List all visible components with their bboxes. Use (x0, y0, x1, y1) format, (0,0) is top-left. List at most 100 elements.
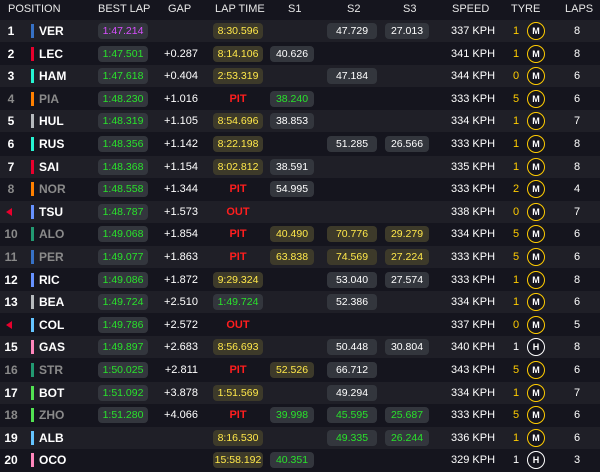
speed-trap: 334 KPH (451, 296, 496, 309)
driver-code: TSU (39, 204, 63, 219)
sector-1-time: 52.526 (270, 362, 314, 378)
laps-count: 6 (573, 409, 581, 422)
gap-value: +1.344 (164, 183, 198, 196)
medium-tyre-icon: M (527, 22, 545, 40)
last-lap-time: 9:29.324 (213, 271, 263, 288)
driver-code: OCO (39, 453, 67, 468)
driver-row[interactable]: 11 PER 1:49.077 +1.863 PIT 63.838 74.569 27.224… (0, 246, 600, 268)
status-label: PIT (229, 92, 247, 105)
medium-tyre-icon: M (527, 157, 545, 176)
best-lap-time: 1:48.319 (98, 113, 148, 130)
driver-row[interactable]: 15 GAS 1:49.897 +2.683 8:56.693 50.448 30.804 3… (0, 336, 600, 359)
laps-count: 6 (573, 92, 581, 105)
driver-row[interactable]: 12 RIC 1:49.086 +1.872 9:29.324 53.040 27.574 3… (0, 268, 600, 291)
speed-trap: 343 KPH (451, 364, 496, 376)
header-gap: GAP (168, 3, 192, 15)
laps-count: 6 (573, 70, 581, 83)
gap-value: +1.154 (164, 160, 198, 173)
position-number: 10 (4, 227, 18, 242)
driver-code: COL (39, 317, 65, 332)
driver-row[interactable]: 4 PIA 1:48.230 +1.016 PIT 38.240 333 KPH 5 M 6 (0, 87, 600, 110)
best-lap-time: 1:47.501 (98, 45, 148, 62)
driver-row[interactable]: 1 VER 1:47.214 8:30.596 47.729 27.013 337 KPH 1… (0, 20, 600, 42)
speed-trap: 340 KPH (451, 341, 496, 354)
sector-2-time: 51.285 (327, 136, 377, 152)
position-number: 12 (4, 272, 18, 287)
sector-2-time: 70.776 (327, 226, 377, 243)
position-number: 20 (4, 453, 18, 468)
driver-row[interactable]: 17 BOT 1:51.092 +3.878 1:51.569 49.294 334 KPH… (0, 381, 600, 404)
best-lap-time: 1:47.214 (98, 23, 148, 39)
driver-code: NOR (39, 182, 66, 197)
gap-value: +1.105 (164, 115, 198, 128)
sector-1-time: 38.853 (270, 113, 314, 130)
best-lap-time: 1:51.280 (98, 407, 148, 424)
tyre-age: 5 (512, 409, 520, 422)
driver-row[interactable]: 19 ALB 8:16.530 49.335 26.244 336 KPH 1 M 6 (0, 426, 600, 449)
team-color-bar (31, 453, 34, 468)
position-number: 15 (4, 340, 18, 355)
medium-tyre-icon: M (527, 406, 545, 425)
gap-value: +1.854 (164, 228, 198, 241)
speed-trap: 333 KPH (451, 251, 496, 263)
speed-trap: 341 KPH (451, 47, 496, 60)
header-best-lap: BEST LAP (98, 3, 151, 15)
driver-code: SAI (39, 159, 60, 174)
tyre-age: 1 (512, 273, 520, 286)
driver-row[interactable]: 16 STR 1:50.025 +2.811 PIT 52.526 66.712 343 KP… (0, 359, 600, 381)
best-lap-time: 1:48.356 (98, 136, 148, 152)
sector-2-time: 47.184 (327, 68, 377, 85)
gap-value: +2.510 (164, 296, 198, 309)
speed-trap: 329 KPH (451, 454, 496, 467)
medium-tyre-icon: M (527, 248, 545, 266)
medium-tyre-icon: M (527, 135, 545, 153)
hard-tyre-icon: H (527, 451, 545, 470)
position-number: 4 (7, 91, 15, 106)
sector-1-time: 40.351 (270, 452, 314, 469)
driver-row[interactable]: COL 1:49.786 +2.572 OUT 337 KPH 0 M 5 (0, 313, 600, 336)
driver-code: VER (39, 24, 64, 38)
driver-code: RIC (39, 272, 60, 287)
team-color-bar (31, 159, 34, 174)
driver-code: RUS (39, 137, 65, 151)
best-lap-time: 1:48.787 (98, 203, 148, 220)
driver-row[interactable]: 6 RUS 1:48.356 +1.142 8:22.198 51.285 26.566 33… (0, 133, 600, 155)
driver-row[interactable]: 3 HAM 1:47.618 +0.404 2:53.319 47.184 344 KPH 0… (0, 65, 600, 88)
sector-2-time: 47.729 (327, 23, 377, 39)
driver-row[interactable]: 7 SAI 1:48.368 +1.154 8:02.812 38.591 335 KPH 1… (0, 155, 600, 178)
driver-row[interactable]: 20 OCO 15:58.192 40.351 329 KPH 1 H 3 (0, 449, 600, 472)
team-color-bar (31, 272, 34, 287)
driver-row[interactable]: 5 HUL 1:48.319 +1.105 8:54.696 38.853 334 KPH 1… (0, 110, 600, 133)
team-color-bar (31, 114, 34, 129)
sector-3-time: 26.566 (385, 136, 429, 152)
medium-tyre-icon: M (527, 89, 545, 108)
driver-row[interactable]: 13 BEA 1:49.724 +2.510 1:49.724 52.386 334 KPH… (0, 291, 600, 314)
last-lap-time: 1:51.569 (213, 384, 263, 401)
last-lap-time: 8:14.106 (213, 45, 263, 62)
tyre-age: 1 (512, 115, 520, 128)
team-color-bar (31, 363, 34, 377)
header-row: POSITION BEST LAP GAP LAP TIME S1 S2 S3 … (0, 0, 600, 20)
driver-row[interactable]: 18 ZHO 1:51.280 +4.066 PIT 39.998 45.595 25.687… (0, 404, 600, 427)
team-color-bar (31, 137, 34, 151)
sector-2-time: 53.040 (327, 271, 377, 288)
status-label: PIT (229, 364, 247, 376)
driver-row[interactable]: 2 LEC 1:47.501 +0.287 8:14.106 40.626 341 KPH 1… (0, 42, 600, 65)
tyre-age: 5 (512, 228, 520, 241)
team-color-bar (31, 46, 34, 61)
driver-row[interactable]: TSU 1:48.787 +1.573 OUT 338 KPH 0 M 7 (0, 200, 600, 223)
team-color-bar (31, 227, 34, 242)
tyre-age: 5 (512, 364, 520, 376)
team-color-bar (31, 408, 34, 423)
laps-count: 6 (573, 228, 581, 241)
medium-tyre-icon: M (527, 202, 545, 221)
driver-code: ALO (39, 227, 65, 242)
tyre-age: 1 (512, 160, 520, 173)
driver-code: BEA (39, 295, 65, 310)
driver-row[interactable]: 8 NOR 1:48.558 +1.344 PIT 54.995 333 KPH 2 M 4 (0, 178, 600, 201)
position-number: 3 (7, 69, 15, 84)
driver-row[interactable]: 10 ALO 1:49.068 +1.854 PIT 40.490 70.776 29.279… (0, 223, 600, 246)
medium-tyre-icon: M (527, 315, 545, 334)
speed-trap: 336 KPH (451, 431, 496, 444)
best-lap-time: 1:48.558 (98, 181, 148, 198)
